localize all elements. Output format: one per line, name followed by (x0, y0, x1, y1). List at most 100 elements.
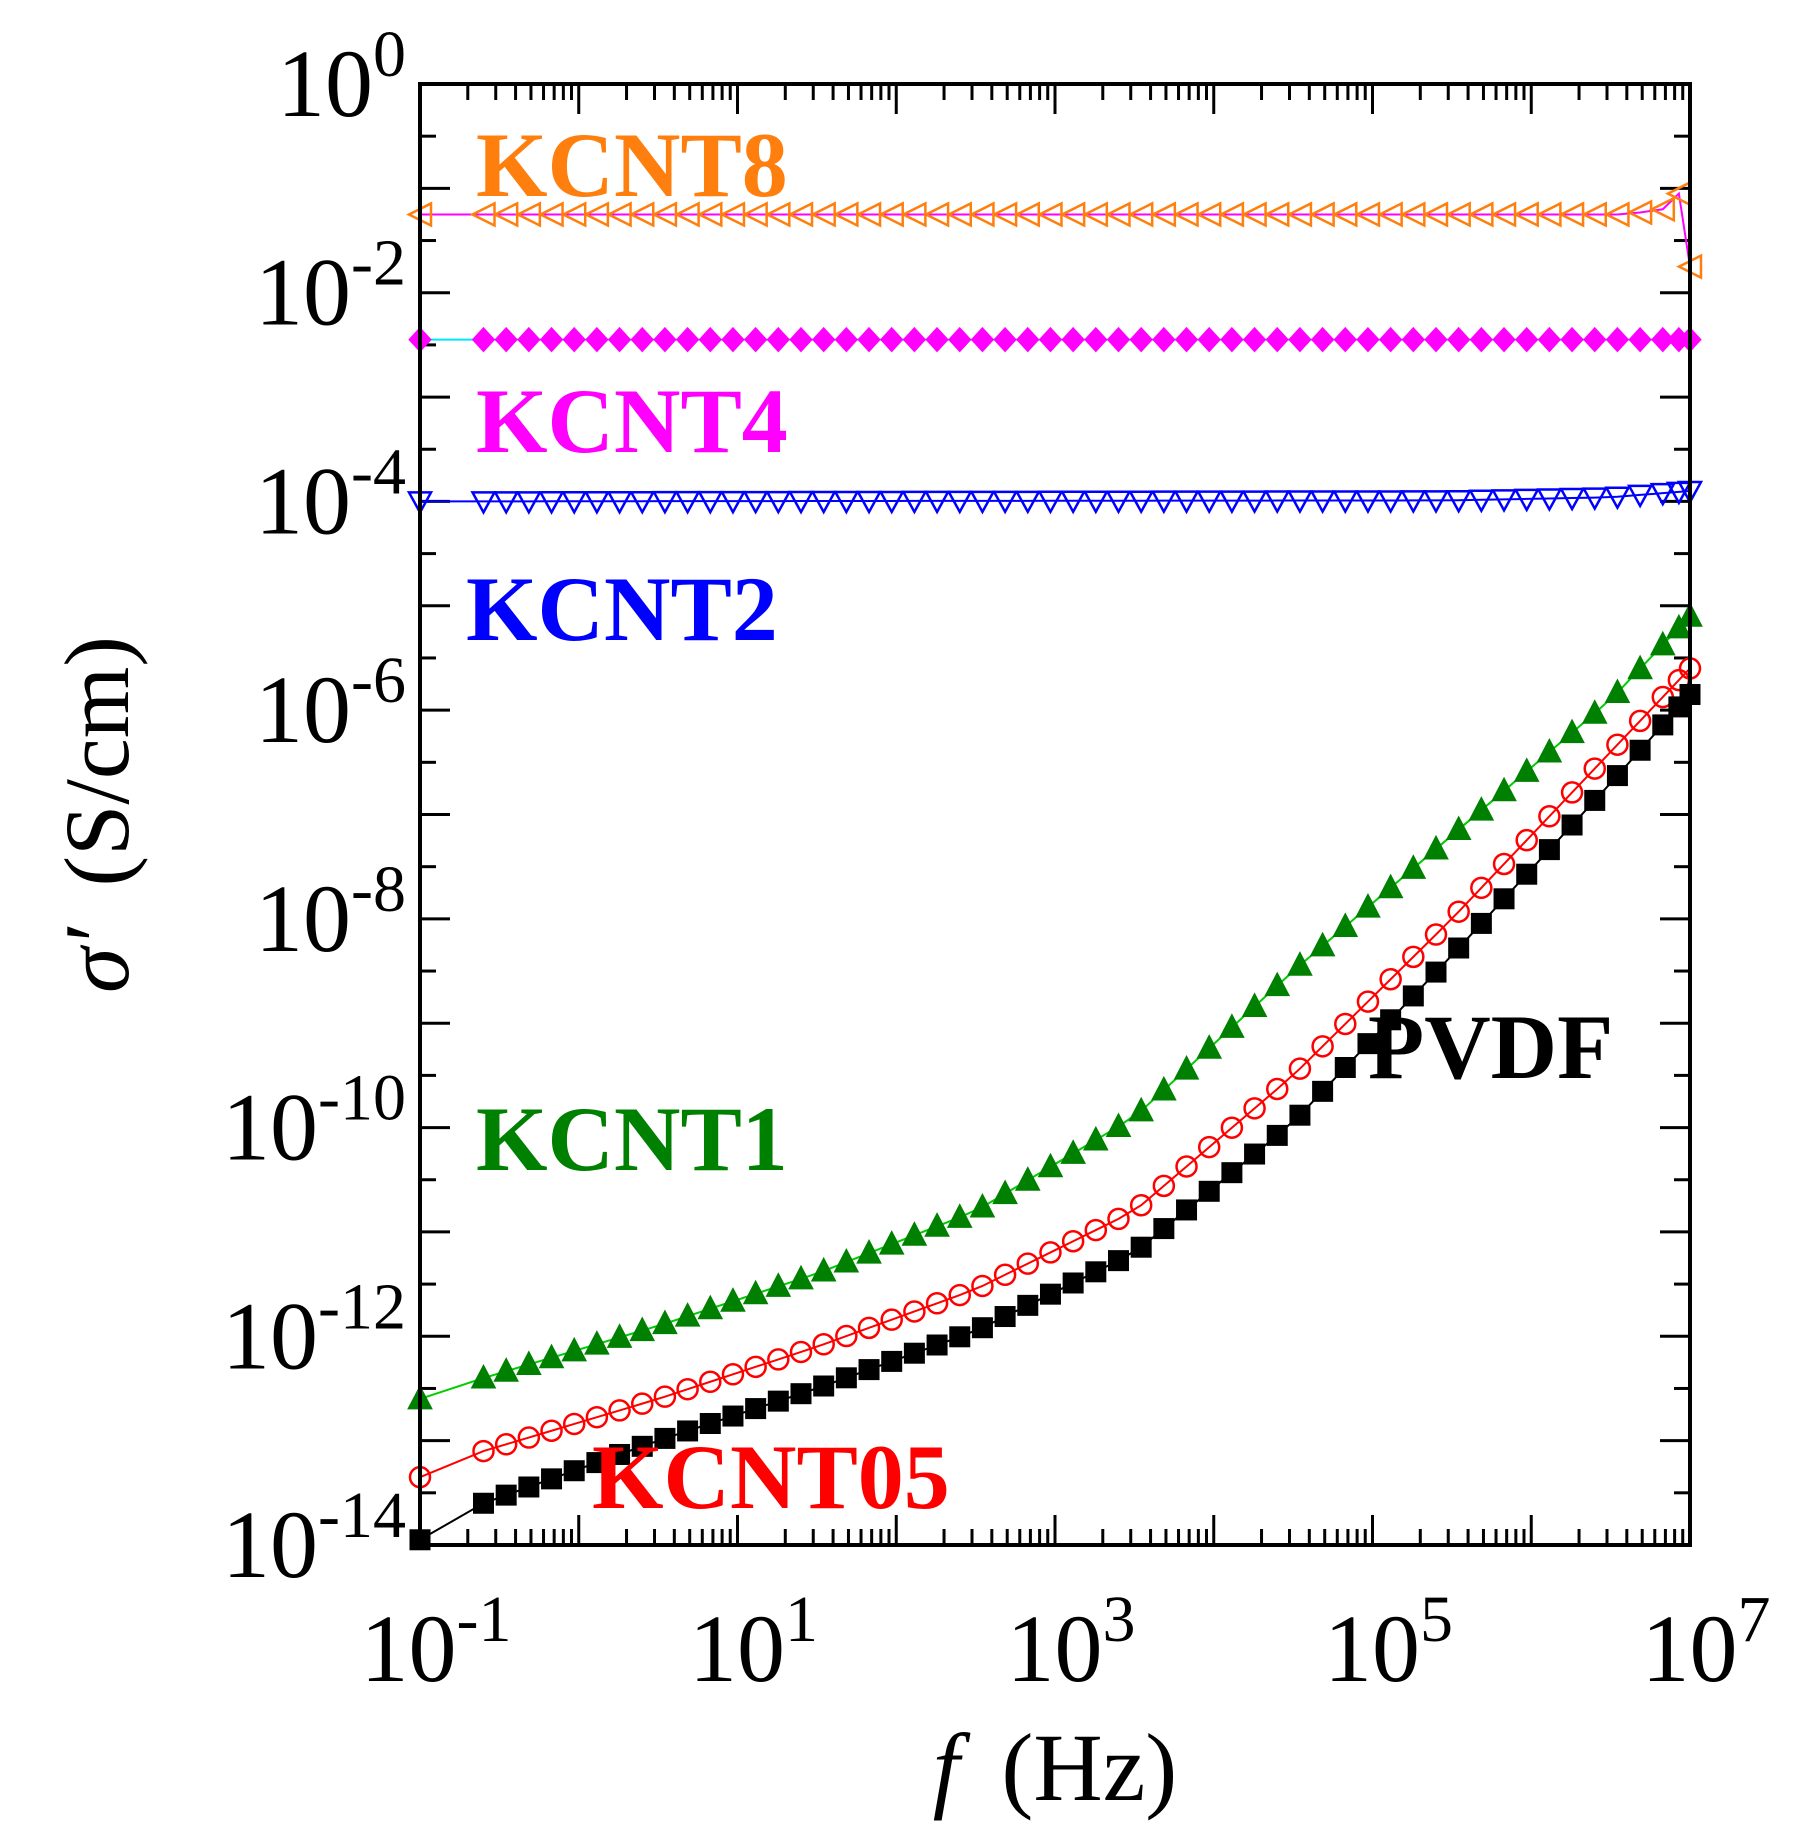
point-kcnt4 (1515, 326, 1539, 353)
point-kcnt2 (1558, 487, 1586, 512)
point-kcnt1 (1037, 1152, 1064, 1178)
point-kcnt4 (1152, 326, 1176, 353)
point-kcnt4 (494, 326, 518, 353)
point-kcnt1 (1604, 678, 1631, 704)
point-kcnt1 (629, 1316, 656, 1342)
point-pvdf (1221, 1162, 1243, 1184)
point-kcnt8 (1648, 196, 1676, 223)
series-line-kcnt05 (419, 667, 1691, 1479)
point-kcnt4 (607, 326, 632, 353)
point-kcnt2 (1513, 488, 1540, 513)
point-kcnt1 (924, 1212, 950, 1237)
x-tick-labels: 10-1 101 103 105 107 (361, 1583, 1771, 1702)
x-axis-symbol: f (933, 1714, 971, 1821)
point-pvdf (1584, 789, 1606, 811)
point-kcnt4 (1129, 326, 1153, 353)
label-kcnt05: KCNT05 (592, 1426, 950, 1528)
point-kcnt1 (1105, 1112, 1132, 1138)
point-kcnt05 (608, 1399, 631, 1422)
series-kcnt4 (408, 326, 1702, 353)
series-kcnt2 (406, 480, 1704, 516)
point-kcnt05 (1492, 852, 1516, 876)
point-pvdf (541, 1468, 563, 1490)
point-kcnt2 (742, 490, 769, 515)
point-kcnt1 (946, 1203, 973, 1228)
point-pvdf (767, 1390, 789, 1412)
point-pvdf (1289, 1104, 1311, 1126)
label-kcnt1: KCNT1 (476, 1088, 788, 1190)
point-kcnt4 (1174, 326, 1199, 353)
x-axis-label: f (Hz) (933, 1714, 1178, 1821)
point-kcnt05 (835, 1324, 858, 1348)
point-kcnt05 (1311, 1035, 1334, 1058)
point-kcnt4 (880, 326, 904, 353)
point-kcnt2 (515, 491, 542, 515)
point-kcnt1 (1559, 718, 1585, 744)
y-tick-label: 10-4 (255, 435, 406, 554)
y-tick-label: 10-2 (255, 227, 406, 346)
point-pvdf (1017, 1294, 1039, 1316)
y-tick-exponent: -6 (351, 644, 406, 717)
point-kcnt1 (584, 1330, 610, 1355)
point-kcnt1 (856, 1239, 882, 1264)
point-pvdf (971, 1317, 993, 1339)
point-pvdf (881, 1350, 903, 1372)
point-kcnt05 (1447, 900, 1470, 923)
point-kcnt2 (1581, 487, 1608, 512)
point-kcnt2 (1536, 488, 1563, 513)
y-tick-exponent: -4 (351, 435, 406, 508)
point-kcnt4 (1492, 326, 1516, 353)
point-pvdf (699, 1412, 721, 1434)
point-kcnt05 (653, 1385, 677, 1408)
point-kcnt2 (765, 490, 792, 515)
point-kcnt1 (765, 1272, 792, 1297)
point-kcnt2 (1626, 484, 1654, 509)
label-kcnt4: KCNT4 (476, 370, 788, 472)
point-kcnt1 (1287, 951, 1313, 976)
point-kcnt1 (1264, 971, 1291, 997)
y-tick-base: 10 (222, 1074, 318, 1181)
point-kcnt05 (1220, 1116, 1244, 1139)
point-pvdf (631, 1435, 653, 1457)
point-pvdf (926, 1334, 948, 1356)
point-kcnt1 (1151, 1075, 1177, 1101)
point-kcnt05 (1379, 967, 1402, 991)
x-tick-exponent: 5 (1420, 1583, 1453, 1656)
point-kcnt2 (1218, 490, 1246, 515)
point-kcnt4 (834, 326, 859, 353)
point-kcnt1 (1128, 1096, 1155, 1122)
point-pvdf (813, 1375, 835, 1397)
point-pvdf (1085, 1261, 1107, 1283)
point-kcnt1 (697, 1294, 724, 1320)
point-kcnt2 (923, 490, 951, 515)
y-tick-label: 100 (277, 18, 406, 137)
series-layer (406, 180, 1704, 1551)
point-pvdf (473, 1492, 494, 1514)
point-pvdf (1402, 985, 1424, 1007)
point-kcnt4 (1424, 326, 1448, 353)
point-kcnt4 (1446, 326, 1471, 353)
point-kcnt4 (539, 326, 564, 353)
point-kcnt1 (493, 1357, 520, 1382)
point-pvdf (1266, 1124, 1288, 1146)
point-kcnt4 (857, 326, 881, 353)
point-kcnt2 (1354, 490, 1382, 515)
point-kcnt05 (1197, 1135, 1221, 1159)
y-tick-exponent: -14 (318, 1479, 406, 1552)
point-kcnt05 (1152, 1174, 1176, 1198)
point-kcnt2 (1490, 489, 1518, 513)
point-kcnt2 (787, 490, 815, 515)
y-tick-label: 10-8 (255, 853, 406, 972)
point-kcnt1 (674, 1302, 701, 1327)
point-kcnt05 (630, 1392, 654, 1415)
point-kcnt4 (1356, 326, 1380, 353)
point-pvdf (1334, 1056, 1356, 1078)
y-tick-label: 10-12 (222, 1270, 406, 1389)
point-kcnt2 (1082, 490, 1109, 515)
point-kcnt05 (1016, 1252, 1040, 1275)
point-kcnt05 (1175, 1155, 1198, 1178)
x-tick-base: 10 (689, 1595, 785, 1702)
point-kcnt2 (1422, 490, 1450, 514)
point-pvdf (609, 1443, 631, 1465)
